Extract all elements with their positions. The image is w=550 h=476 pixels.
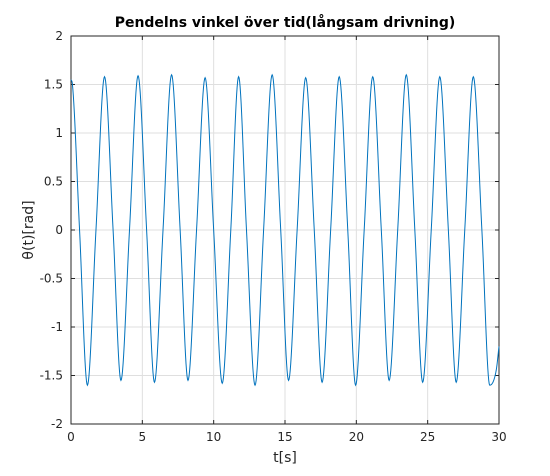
x-tick-label: 10	[206, 430, 221, 444]
x-tick-label: 20	[349, 430, 364, 444]
x-tick-label: 25	[420, 430, 435, 444]
series-layer	[70, 73, 500, 387]
y-tick-label: -1	[51, 320, 63, 334]
chart-title: Pendelns vinkel över tid(långsam drivnin…	[115, 14, 456, 31]
series-line	[70, 73, 500, 387]
ticks: 0 5 10 15 20 25 30 2 1.5 1 0.5 0 -0.5 -1 -1.5 -2	[40, 29, 507, 444]
y-tick-label: -2	[51, 417, 63, 431]
y-tick-label: -1.5	[40, 369, 63, 383]
x-axis-title: t[s]	[273, 450, 297, 466]
y-tick-label: -0.5	[40, 272, 63, 286]
x-tick-label: 15	[277, 430, 292, 444]
y-tick-label: 0	[55, 223, 63, 237]
y-tick-label: 2	[55, 29, 63, 43]
y-tick-label: 0.5	[44, 175, 63, 189]
x-tick-label: 30	[491, 430, 506, 444]
y-tick-label: 1	[55, 126, 63, 140]
y-tick-label: 1.5	[44, 78, 63, 92]
x-tick-label: 0	[67, 430, 75, 444]
x-tick-label: 5	[139, 430, 147, 444]
y-axis-title: θ(t)[rad]	[21, 200, 37, 259]
